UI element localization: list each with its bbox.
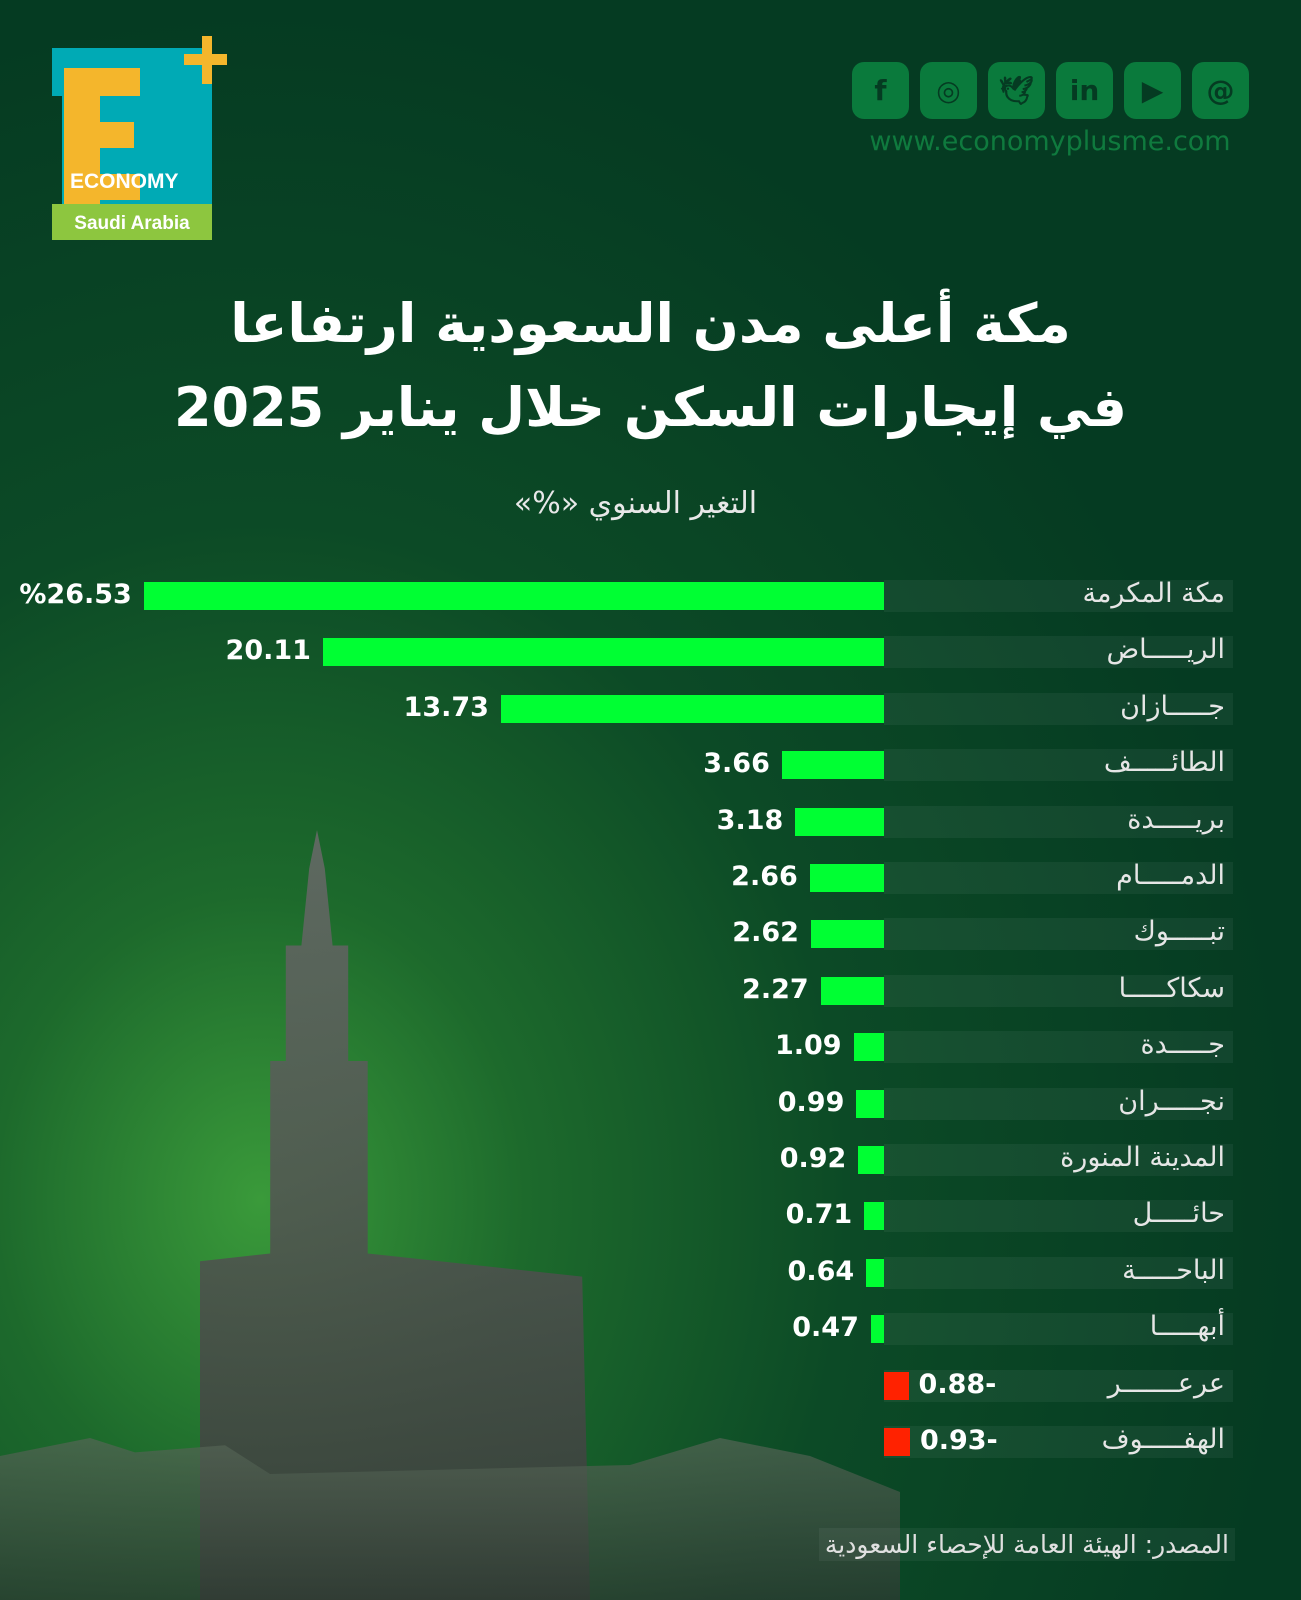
bar [884,1428,910,1456]
label-background [884,692,1233,725]
social-links: f ◎ 🕊 in ▶ @ [852,62,1249,119]
category-label: مكة المكرمة [1082,578,1225,609]
category-label: بريـــــدة [1127,803,1225,835]
bar [820,976,884,1005]
bar [870,1315,884,1344]
bar [781,751,884,780]
instagram-icon[interactable]: ◎ [920,62,977,119]
value-label: 2.62 [732,917,799,949]
bar-row: الدمـــــام 2.66 [0,858,1301,898]
bar [143,582,884,610]
bar-row: أبهـــــا 0.47 [0,1309,1301,1349]
category-label: عرعـــــــر [1107,1367,1225,1399]
label-background [884,918,1233,951]
linkedin-icon[interactable]: in [1056,62,1113,119]
twitter-icon[interactable]: 🕊 [988,62,1045,119]
value-label: 0.88- [918,1368,997,1400]
value-label: 0.92 [779,1143,847,1174]
bar-row: مكة المكرمة %26.53 [0,576,1301,616]
bar [795,807,884,836]
bar [866,1258,884,1287]
bar-row: عرعـــــــر 0.88- [0,1366,1301,1406]
value-label: 1.09 [774,1030,842,1062]
value-label: %26.53 [19,579,132,610]
facebook-icon[interactable]: f [852,62,909,119]
category-label: سكاكـــــا [1118,972,1225,1004]
bar [864,1202,884,1231]
category-label: الباحـــــة [1122,1254,1225,1286]
bar [809,864,884,892]
category-label: نجـــــران [1118,1085,1225,1117]
label-background [884,1313,1233,1346]
bar [856,1089,884,1118]
chart-subtitle: التغير السنوي «%» [513,486,758,521]
bar [322,638,884,667]
value-label: 0.64 [787,1255,855,1287]
value-label: 3.66 [703,748,770,780]
bar-row: الريـــــاض 20.11 [0,632,1301,672]
threads-icon[interactable]: @ [1192,62,1249,119]
category-label: الدمـــــام [1116,860,1225,891]
bar-row: الباحـــــة 0.64 [0,1253,1301,1293]
value-label: 20.11 [225,635,311,667]
label-background [884,1031,1233,1064]
label-background [884,1426,1233,1458]
category-label: جـــــدة [1140,1029,1225,1061]
value-label: 0.93- [919,1425,998,1456]
website-url[interactable]: www.economyplusme.com [869,126,1231,157]
label-background [884,749,1233,782]
economy-plus-logo: ECONOMY Saudi Arabia [52,36,227,240]
value-label: 13.73 [403,691,489,723]
label-background [884,805,1233,838]
label-background [884,580,1233,612]
bar-row: نجـــــران 0.99 [0,1084,1301,1124]
svg-text:Saudi Arabia: Saudi Arabia [74,213,190,234]
chart-title: مكة أعلى مدن السعودية ارتفاعا في إيجارات… [0,282,1301,450]
value-label: 0.99 [777,1086,845,1118]
label-background [884,636,1233,669]
value-label: 2.27 [742,973,809,1005]
label-background [884,1087,1233,1120]
category-label: الطائـــــف [1103,747,1225,779]
label-background [884,1144,1233,1176]
bar-row: جـــــدة 1.09 [0,1027,1301,1067]
label-background [884,1256,1233,1289]
category-label: تبـــــوك [1133,916,1225,948]
category-label: المدينة المنورة [1060,1142,1225,1173]
bar [853,1033,884,1062]
value-label: 0.71 [785,1199,853,1231]
label-background [884,1200,1233,1233]
value-label: 0.47 [792,1312,859,1344]
bar-row: حائـــــل 0.71 [0,1196,1301,1236]
youtube-icon[interactable]: ▶ [1124,62,1181,119]
bar-row: سكاكـــــا 2.27 [0,971,1301,1011]
bar-row: تبـــــوك 2.62 [0,914,1301,954]
label-background [884,1369,1233,1402]
bar [500,694,884,723]
category-label: الهفـــــوف [1101,1424,1225,1455]
title-line-1: مكة أعلى مدن السعودية ارتفاعا [230,292,1071,355]
category-label: أبهـــــا [1149,1311,1225,1343]
bar [858,1146,884,1174]
label-background [884,862,1233,894]
bar-row: بريـــــدة 3.18 [0,802,1301,842]
value-label: 2.66 [731,861,798,892]
category-label: حائـــــل [1132,1198,1225,1230]
bar [810,920,884,949]
svg-text:ECONOMY: ECONOMY [70,170,179,193]
category-label: جـــــازان [1120,690,1225,722]
bar [884,1371,909,1400]
source-note: المصدر: الهيئة العامة للإحصاء السعودية [818,1528,1235,1561]
bar-row: الطائـــــف 3.66 [0,745,1301,785]
bar-row: المدينة المنورة 0.92 [0,1140,1301,1180]
label-background [884,974,1233,1007]
title-line-2: في إيجارات السكن خلال يناير 2025 [173,376,1128,439]
category-label: الريـــــاض [1106,634,1225,666]
value-label: 3.18 [716,804,784,836]
bar-row: جـــــازان 13.73 [0,689,1301,729]
bar-row: الهفـــــوف 0.93- [0,1422,1301,1462]
